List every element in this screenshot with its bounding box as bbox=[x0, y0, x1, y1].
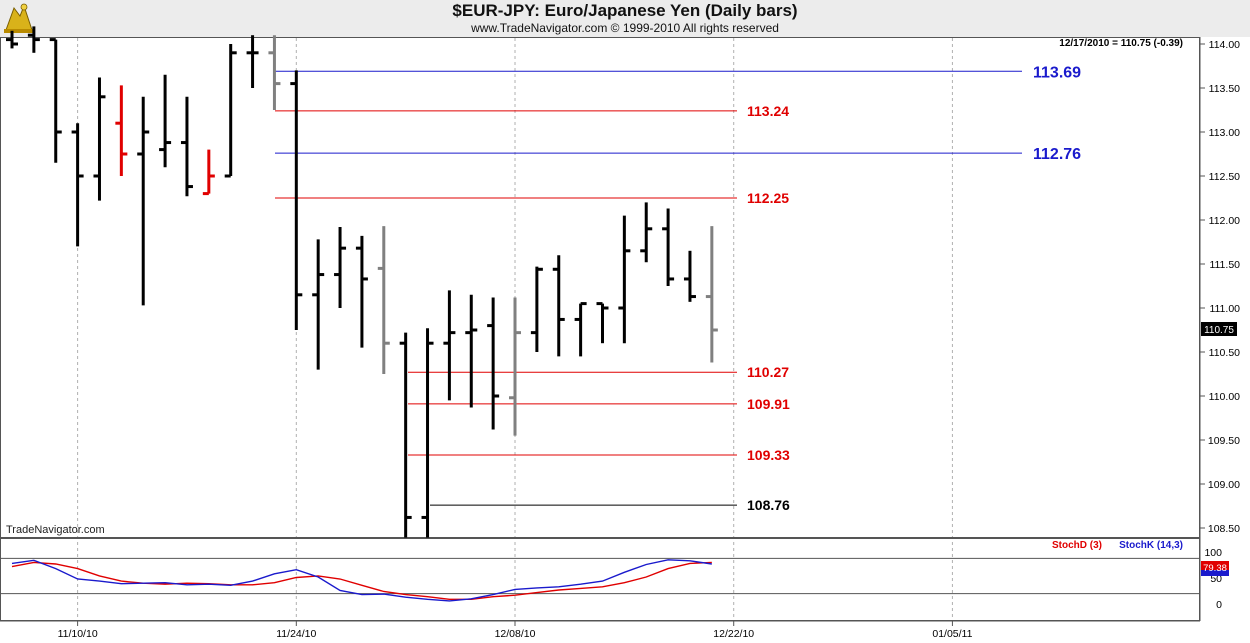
ohlc-bar bbox=[443, 290, 456, 401]
level-label: 109.91 bbox=[747, 396, 790, 412]
price-panel-frame bbox=[0, 37, 1200, 538]
ohlc-bar bbox=[224, 44, 237, 178]
last-price-readout: 12/17/2010 = 110.75 (-0.39) bbox=[1059, 38, 1183, 49]
date-tick-label: 11/10/10 bbox=[58, 628, 98, 640]
stoch-d-legend: StochD (3) bbox=[1052, 540, 1102, 551]
ohlc-bar bbox=[662, 208, 675, 286]
ohlc-bar bbox=[93, 77, 106, 201]
level-label: 108.76 bbox=[747, 497, 790, 513]
ohlc-bar bbox=[465, 294, 478, 408]
ohlc-bar bbox=[180, 96, 193, 197]
ohlc-bar bbox=[312, 239, 325, 370]
last-price-tag: 110.75 bbox=[1204, 325, 1234, 336]
ohlc-bar bbox=[159, 74, 172, 168]
ohlc-bar bbox=[71, 123, 84, 247]
price-tick-label: 112.00 bbox=[1209, 215, 1240, 227]
date-tick-label: 12/08/10 bbox=[495, 628, 536, 640]
ohlc-bar bbox=[552, 255, 565, 357]
chart-title: $EUR-JPY: Euro/Japanese Yen (Daily bars) bbox=[452, 1, 798, 20]
date-tick-label: 11/24/10 bbox=[276, 628, 316, 640]
ohlc-bar bbox=[115, 85, 128, 176]
price-y-axis: 108.50 109.00 109.50 110.00 110.50 111.00 111.… bbox=[1200, 39, 1240, 535]
date-tick-label: 12/22/10 bbox=[713, 628, 754, 640]
level-label: 112.76 bbox=[1033, 146, 1081, 163]
watermark: TradeNavigator.com bbox=[6, 524, 105, 536]
level-label: 113.69 bbox=[1033, 64, 1081, 81]
price-axis-background bbox=[1200, 37, 1250, 538]
level-label: 112.25 bbox=[747, 190, 789, 206]
price-tick-label: 109.50 bbox=[1208, 435, 1240, 447]
level-label: 110.27 bbox=[747, 364, 789, 380]
ohlc-bar bbox=[246, 35, 259, 88]
price-tick-label: 112.50 bbox=[1209, 171, 1240, 183]
ohlc-bar bbox=[530, 266, 543, 352]
price-tick-label: 113.50 bbox=[1209, 83, 1240, 95]
price-tick-label: 113.00 bbox=[1209, 127, 1240, 139]
price-tick-label: 111.00 bbox=[1209, 303, 1240, 315]
ohlc-bar bbox=[399, 332, 412, 538]
ohlc-bars bbox=[6, 26, 718, 538]
ohlc-bar bbox=[137, 96, 150, 306]
stoch-tick-label: 50 bbox=[1210, 573, 1222, 585]
ohlc-bar bbox=[487, 297, 500, 430]
price-tick-label: 111.50 bbox=[1209, 259, 1240, 271]
stoch-k-legend: StochK (14,3) bbox=[1119, 540, 1183, 551]
stochastic-panel: 10075500 bbox=[1, 547, 1222, 611]
date-tick-label: 01/05/11 bbox=[932, 628, 972, 640]
stoch-panel-frame bbox=[0, 538, 1200, 621]
ohlc-bar bbox=[290, 70, 303, 330]
copyright-line: www.TradeNavigator.com © 1999-2010 All r… bbox=[471, 21, 779, 35]
last-price-tag-box bbox=[1201, 322, 1237, 336]
ohlc-bar bbox=[268, 35, 281, 110]
price-tick-label: 109.00 bbox=[1208, 479, 1240, 491]
price-tick-label: 108.50 bbox=[1208, 523, 1240, 535]
ohlc-bar bbox=[705, 226, 718, 363]
stoch-tick-label: 0 bbox=[1216, 599, 1222, 611]
price-tick-label: 110.50 bbox=[1209, 347, 1240, 359]
ohlc-bar bbox=[640, 202, 653, 263]
ohlc-bar bbox=[6, 30, 18, 49]
price-levels: 113.69 113.24 112.76 112.25 110.27 109.91 109.… bbox=[275, 64, 1081, 513]
stoch-k-tag: 79.38 bbox=[1203, 563, 1227, 574]
ohlc-bar bbox=[49, 38, 62, 163]
ohlc-bar bbox=[377, 226, 390, 374]
level-label: 113.24 bbox=[747, 103, 789, 119]
ohlc-bar bbox=[355, 235, 368, 348]
level-label: 109.33 bbox=[747, 447, 790, 463]
ohlc-bar bbox=[421, 328, 434, 538]
ohlc-bar bbox=[683, 250, 696, 302]
stoch-k-tag-box-lower bbox=[1201, 570, 1229, 576]
ohlc-bar bbox=[334, 227, 347, 308]
price-tick-label: 110.00 bbox=[1209, 391, 1240, 403]
ohlc-bar bbox=[574, 302, 587, 357]
date-x-axis: 11/10/10 11/24/10 12/08/10 12/22/10 01/05/11 bbox=[58, 621, 973, 640]
ohlc-bar bbox=[27, 26, 40, 53]
stoch-d-line bbox=[11, 561, 712, 600]
price-tick-label: 114.00 bbox=[1209, 39, 1240, 51]
trade-navigator-logo-icon bbox=[4, 3, 34, 33]
ohlc-bar bbox=[618, 215, 631, 344]
chart-header: $EUR-JPY: Euro/Japanese Yen (Daily bars)… bbox=[0, 0, 1250, 37]
stoch-tick-label: 100 bbox=[1204, 547, 1222, 559]
ohlc-bar bbox=[202, 149, 215, 196]
ohlc-bar bbox=[509, 297, 522, 436]
ohlc-bar bbox=[596, 302, 609, 344]
stoch-k-line bbox=[11, 559, 712, 602]
